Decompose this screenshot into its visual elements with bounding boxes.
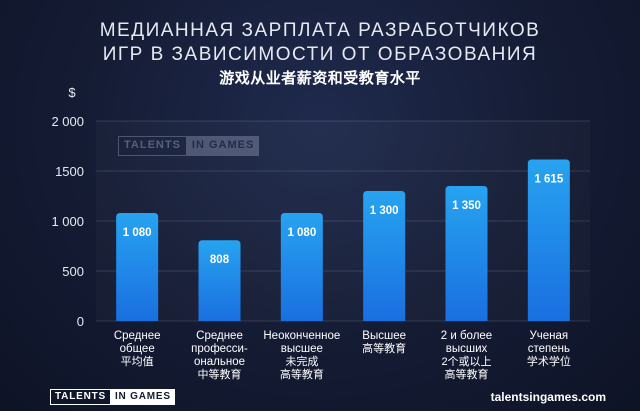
bar-value-label: 1 080	[123, 227, 152, 239]
x-label-ru: ональное	[194, 356, 245, 368]
x-label-ru: общее	[120, 343, 155, 355]
x-label-cn: 2个或以上	[441, 355, 491, 368]
y-tick-label: 2 000	[51, 114, 84, 129]
x-label-ru: Высшее	[362, 330, 406, 342]
y-tick-label: 1 000	[51, 214, 84, 229]
bar-group: 808	[198, 240, 241, 321]
x-label-cn: 高等教育	[280, 367, 324, 381]
footer-logo: TALENTS IN GAMES	[50, 389, 175, 405]
bar-value-label: 1 615	[534, 174, 563, 186]
x-label-cn: 中等教育	[198, 367, 242, 381]
logo-right-text: IN GAMES	[110, 389, 175, 405]
y-tick-label: 500	[62, 264, 84, 279]
x-label-cn: 高等教育	[362, 341, 406, 355]
x-label-ru: высшее	[281, 343, 323, 355]
logo-left-text: TALENTS	[50, 389, 111, 405]
watermark-left: TALENTS	[118, 136, 187, 156]
x-label-ru: 2 и более	[441, 330, 492, 342]
bar-value-label: 1 350	[452, 200, 481, 212]
bar-value-label: 808	[210, 254, 230, 266]
x-label-ru: высших	[446, 343, 488, 355]
chart-title-chinese: 游戏从业者薪资和受教育水平	[219, 70, 421, 87]
bar-group: 1 080	[280, 213, 323, 321]
x-label-cn: 学术学位	[527, 354, 571, 368]
chart-title-line1: МЕДИАННАЯ ЗАРПЛАТА РАЗРАБОТЧИКОВ	[99, 20, 541, 41]
bar	[280, 213, 323, 321]
y-tick-label: 1500	[55, 164, 84, 179]
bar	[198, 240, 241, 321]
x-label-cn: 平均值	[121, 355, 154, 368]
bar-group: 1 615	[527, 159, 570, 321]
bar	[445, 186, 488, 321]
bar-group: 1 080	[116, 213, 159, 321]
chart-title-line2: ИГР В ЗАВИСИМОСТИ ОТ ОБРАЗОВАНИЯ	[102, 44, 538, 65]
x-label-ru: степень	[528, 343, 570, 355]
bar	[116, 213, 159, 321]
x-label-ru: Среднее	[114, 330, 161, 342]
watermark-logo: TALENTS IN GAMES	[118, 136, 260, 156]
bar-value-label: 1 080	[287, 227, 316, 239]
bar	[527, 159, 570, 321]
x-label-ru: Ученая	[529, 330, 568, 342]
x-label-ru: професси-	[191, 343, 248, 355]
x-label-ru: Среднее	[196, 330, 243, 342]
bar-value-label: 1 300	[370, 205, 399, 217]
bar	[363, 191, 406, 321]
watermark-right: IN GAMES	[186, 136, 260, 156]
footer-site-url[interactable]: talentsingames.com	[490, 390, 606, 404]
x-label-ru: Неоконченное	[263, 330, 340, 342]
x-label-cn: 未完成	[285, 354, 318, 368]
y-unit-label: $	[68, 85, 76, 100]
bar-group: 1 350	[445, 186, 488, 321]
y-tick-label: 0	[77, 314, 84, 329]
x-label-cn: 高等教育	[445, 367, 489, 381]
bar-group: 1 300	[363, 191, 406, 321]
